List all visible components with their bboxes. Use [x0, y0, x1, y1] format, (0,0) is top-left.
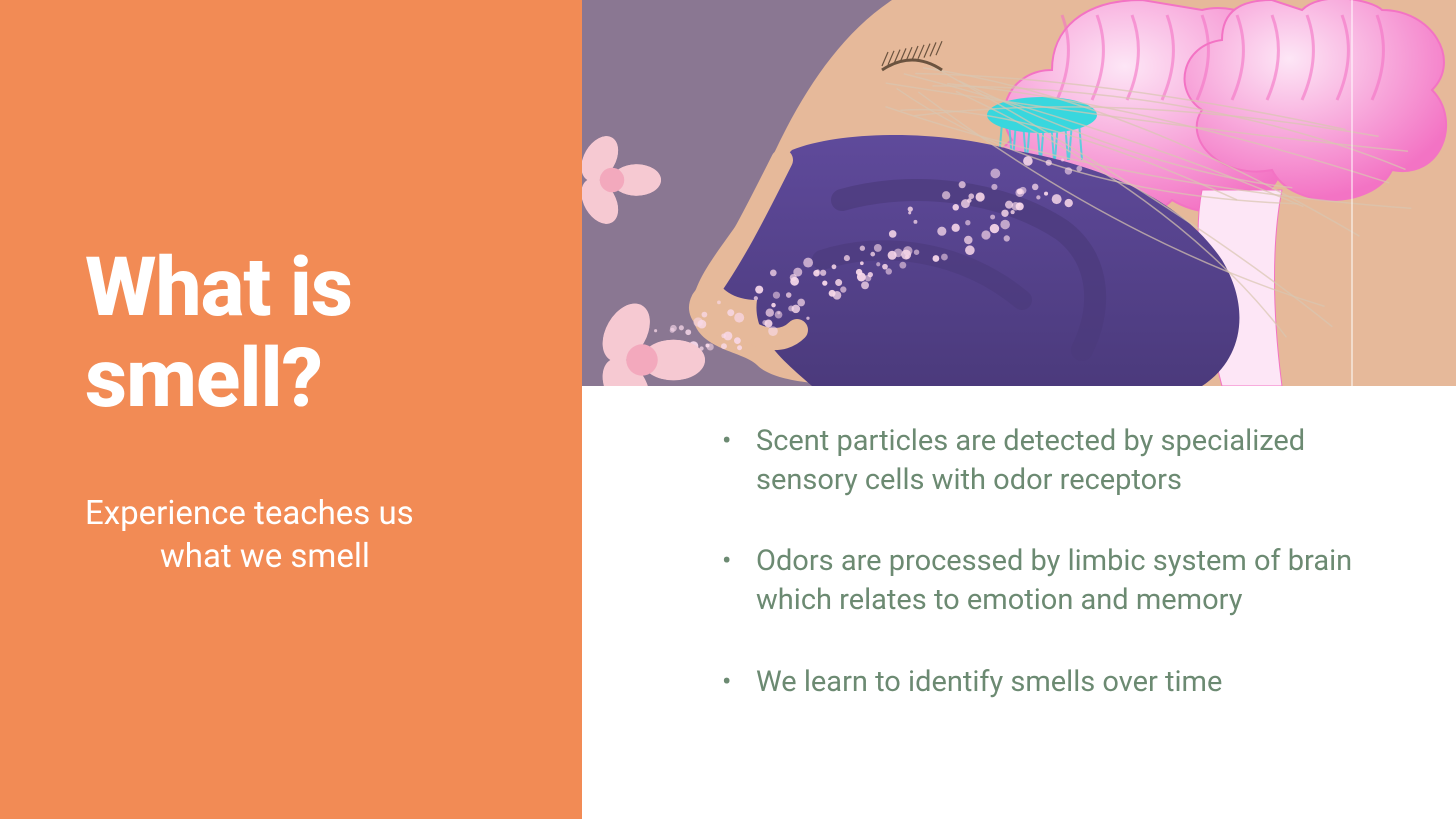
bullet-item: We learn to identify smells over time — [722, 663, 1396, 702]
slide-title: What is smell? — [85, 243, 522, 423]
left-panel: What is smell? Experience teaches us wha… — [0, 0, 582, 819]
anatomy-illustration — [582, 0, 1456, 386]
olfaction-diagram-svg — [582, 0, 1456, 386]
slide-subtitle: Experience teaches us what we smell — [85, 494, 522, 576]
content-area: Scent particles are detected by speciali… — [582, 386, 1456, 819]
bullet-item: Odors are processed by limbic system of … — [722, 542, 1396, 620]
subtitle-line-2: what we smell — [85, 537, 522, 576]
right-panel: Scent particles are detected by speciali… — [582, 0, 1456, 819]
bullet-list: Scent particles are detected by speciali… — [722, 422, 1396, 702]
subtitle-line-1: Experience teaches us — [85, 494, 522, 533]
bullet-item: Scent particles are detected by speciali… — [722, 422, 1396, 500]
slide: What is smell? Experience teaches us wha… — [0, 0, 1456, 819]
